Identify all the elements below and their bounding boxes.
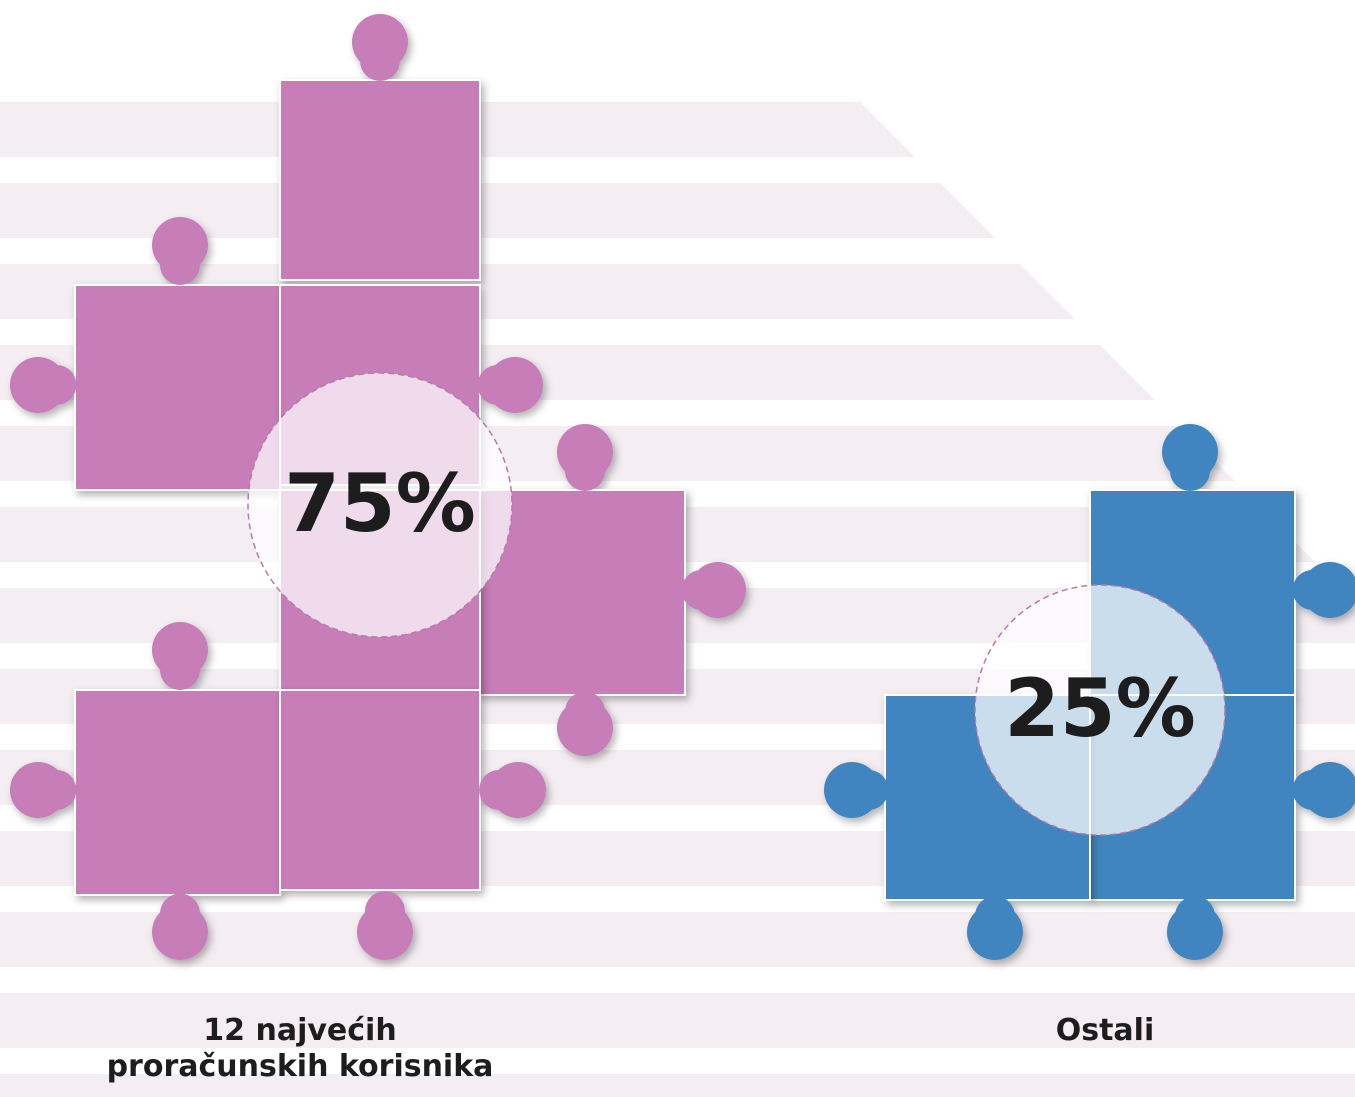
piece-body — [280, 80, 480, 280]
piece-neck — [160, 245, 200, 285]
piece-neck — [1170, 451, 1210, 491]
piece-body — [75, 285, 280, 490]
chart: 75% 12 najvećihproračunskih korisnika 25% O… — [0, 0, 1355, 1097]
stripe — [0, 183, 995, 238]
piece-neck — [1175, 896, 1215, 936]
piece-neck — [479, 770, 519, 810]
piece-neck — [160, 650, 200, 690]
piece-neck — [37, 770, 77, 810]
value-label: 75% — [284, 457, 475, 550]
piece-neck — [365, 891, 405, 931]
piece-neck — [565, 692, 605, 732]
piece-neck — [478, 365, 518, 405]
category-label: Ostali — [1056, 1013, 1155, 1048]
piece-body — [280, 690, 480, 890]
piece-body — [75, 690, 280, 895]
page: {"chart_data": {"type": "puzzle", "categ… — [0, 0, 1355, 1097]
category-text-line: proračunskih korisnika — [107, 1049, 494, 1084]
value-label: 25% — [1004, 662, 1195, 755]
category-text: Ostali — [1056, 1013, 1155, 1048]
piece-neck — [1293, 570, 1333, 610]
piece-neck — [975, 896, 1015, 936]
piece-neck — [1293, 770, 1333, 810]
puzzle-piece — [280, 14, 480, 280]
piece-neck — [682, 570, 722, 610]
category-text: 12 najvećih — [203, 1013, 396, 1048]
piece-neck — [37, 365, 77, 405]
piece-neck — [160, 894, 200, 934]
piece-neck — [565, 451, 605, 491]
piece-neck — [360, 41, 400, 81]
piece-neck — [849, 770, 889, 810]
